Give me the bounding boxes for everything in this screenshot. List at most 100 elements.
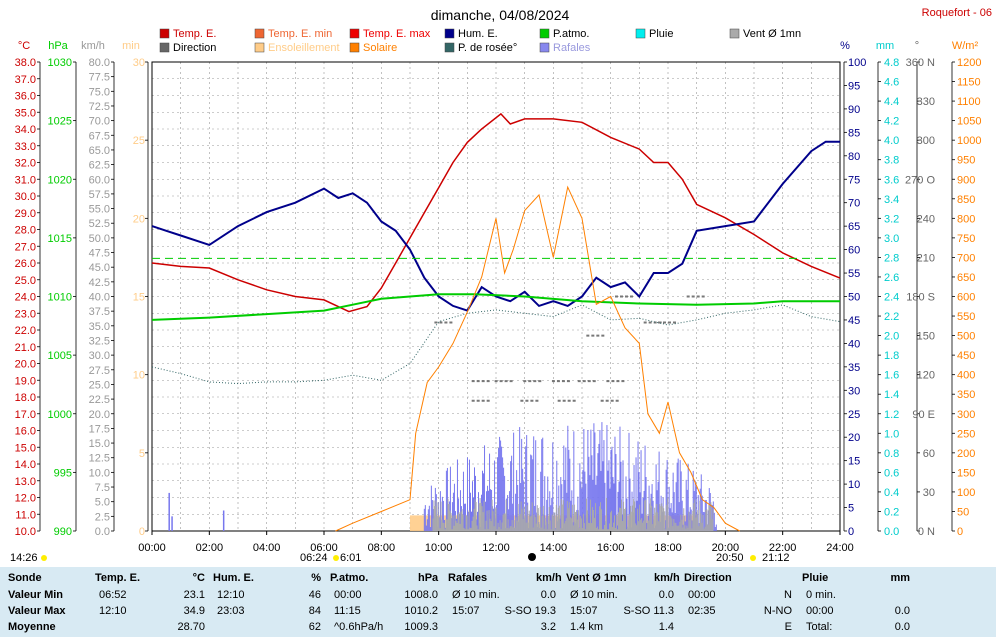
- axis-wind-label: 30.0: [89, 350, 110, 362]
- axis-wind-label: 47.5: [89, 248, 110, 260]
- sunrise-icon: [333, 555, 339, 561]
- axis-solar-label: 700: [957, 252, 975, 264]
- table-cell-time: 02:35: [688, 605, 716, 617]
- axis-wind-label: 20.0: [89, 409, 110, 421]
- axis-temp-label: 32.0: [15, 158, 36, 170]
- axis-hum-label: 80: [848, 151, 860, 163]
- axis-temp-label: 15.0: [15, 442, 36, 454]
- axis-temp-label: 29.0: [15, 208, 36, 220]
- axis-solar-label: 900: [957, 174, 975, 186]
- axis-solar-label: 0: [957, 526, 963, 538]
- axis-hum-label: 55: [848, 268, 860, 280]
- axis-wind-label: 62.5: [89, 160, 110, 172]
- axis-temp-label: 38.0: [15, 57, 36, 69]
- table-cell-time: ^0.6hPa/h: [334, 621, 384, 633]
- grid: [151, 61, 841, 532]
- table-cell-time: 1.4 km: [570, 621, 604, 633]
- axis-rain-label: 4.8: [884, 57, 899, 69]
- chart-title: dimanche, 04/08/2024: [431, 7, 570, 23]
- axis-rain-label: 0.6: [884, 467, 899, 479]
- table-header: Temp. E.: [95, 572, 141, 584]
- legend-label: Rafales: [553, 42, 591, 54]
- axis-wind-label: 0.0: [95, 526, 110, 538]
- axis-hum-label: 25: [848, 409, 860, 421]
- axis-min-label: 10: [133, 370, 145, 382]
- axis-rain-label: 2.8: [884, 252, 899, 264]
- legend-swatch: [159, 42, 170, 53]
- sun-times: 14:26 06:24 6:01 20:50 21:12: [10, 552, 790, 564]
- axis-temp-label: 21.0: [15, 342, 36, 354]
- axis-solar-label: 100: [957, 487, 975, 499]
- axis-min-label: 30: [133, 57, 145, 69]
- axis-temp-label: 16.0: [15, 426, 36, 438]
- axis-wind-label: 32.5: [89, 335, 110, 347]
- axis-hum-label: 15: [848, 456, 860, 468]
- table-cell-time: 06:52: [99, 589, 127, 601]
- legend-label: Vent Ø 1mn: [743, 28, 801, 40]
- axis-min-label: 5: [139, 448, 145, 460]
- axis-wind-label: 77.5: [89, 72, 110, 84]
- time-label: 12:00: [482, 542, 510, 554]
- table-cell-time: 00:00: [688, 589, 716, 601]
- axis-temp-label: 24.0: [15, 292, 36, 304]
- axis-temp-label: 34.0: [15, 124, 36, 136]
- legend: Temp. E. Temp. E. min Temp. E. max Hum. E. P…: [159, 28, 801, 54]
- table-row-label: Moyenne: [8, 621, 56, 633]
- axis-wind-label: 42.5: [89, 277, 110, 289]
- axis-hum-label: 70: [848, 198, 860, 210]
- axis-wind-label: 40.0: [89, 292, 110, 304]
- table-cell-time: 12:10: [99, 605, 127, 617]
- time-label: 06:00: [310, 542, 338, 554]
- axis-temp-label: 33.0: [15, 141, 36, 153]
- axis-rain-label: 0.0: [884, 526, 899, 538]
- table-cell-value: 28.70: [177, 621, 205, 633]
- table-cell-time: Ø 10 min.: [452, 589, 500, 601]
- axis-temp-label: 12.0: [15, 493, 36, 505]
- legend-swatch: [729, 28, 740, 39]
- table-header: Rafales: [448, 572, 488, 584]
- axis-min-label: 0: [139, 526, 145, 538]
- table-unit: °C: [192, 572, 205, 584]
- axis-temp-label: 31.0: [15, 174, 36, 186]
- table-cell-value: 1010.2: [404, 605, 438, 617]
- legend-swatch: [635, 28, 646, 39]
- sunset-icon: [750, 555, 756, 561]
- unit-temp: °C: [18, 40, 30, 52]
- time-axis: 00:00 02:00 04:00 06:00 08:00 10:00 12:00 14:00…: [138, 531, 854, 554]
- plot-area: [151, 112, 841, 532]
- axis-solar-label: 800: [957, 213, 975, 225]
- axis-rain-label: 1.2: [884, 409, 899, 421]
- axis-temp-label: 10.0: [15, 526, 36, 538]
- axis-rain-label: 0.2: [884, 506, 899, 518]
- legend-swatch: [349, 28, 360, 39]
- table-unit: %: [311, 572, 321, 584]
- table-cell-time: 00:00: [334, 589, 362, 601]
- axis-min-label: 25: [133, 135, 145, 147]
- time-label: 16:00: [597, 542, 625, 554]
- axis-dir-label: 180 S: [906, 292, 935, 304]
- table-cell-time: 11:15: [334, 605, 361, 617]
- axis-solar-label: 500: [957, 331, 975, 343]
- axis-wind-label: 10.0: [89, 467, 110, 479]
- axis-wind-label: 17.5: [89, 423, 110, 435]
- axis-solar-label: 1200: [957, 57, 981, 69]
- axis-wind-label: 60.0: [89, 174, 110, 186]
- axis-rain-label: 4.6: [884, 77, 899, 89]
- axis-hum-label: 40: [848, 338, 860, 350]
- axis-press-label: 1010: [48, 292, 72, 304]
- time-label: 00:00: [138, 542, 166, 554]
- axis-temp-label: 14.0: [15, 459, 36, 471]
- axis-hum-label: 0: [848, 526, 854, 538]
- unit-hum: %: [840, 40, 850, 52]
- table-cell-value: N-NO: [763, 605, 792, 617]
- axes: 38.0 37.0 36.0 35.0 34.0 33.0 32.0 31.0 30.0 29.0…: [15, 57, 982, 538]
- table-cell-time: Ø 10 min.: [570, 589, 618, 601]
- axis-rain-label: 0.8: [884, 448, 899, 460]
- axis-dir-label: 300: [917, 135, 935, 147]
- axis-solar-label: 450: [957, 350, 975, 362]
- axis-rain-label: 3.8: [884, 155, 899, 167]
- time-label: 10:00: [425, 542, 453, 554]
- table-cell-time: 23:03: [217, 605, 245, 617]
- axis-rain-label: 2.2: [884, 311, 899, 323]
- axis-solar-label: 400: [957, 370, 975, 382]
